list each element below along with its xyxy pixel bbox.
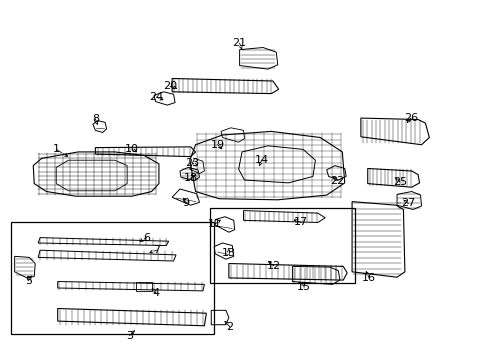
Text: 3: 3 [126, 330, 133, 341]
Text: 11: 11 [208, 219, 222, 229]
Text: 12: 12 [266, 261, 280, 271]
Bar [11, 222, 213, 334]
Text: 26: 26 [403, 113, 417, 123]
Text: 9: 9 [182, 198, 189, 208]
Text: 4: 4 [153, 288, 160, 298]
Text: 27: 27 [400, 198, 415, 208]
Text: 5: 5 [25, 276, 32, 286]
Text: 15: 15 [297, 282, 310, 292]
Text: 19: 19 [210, 140, 224, 150]
Text: 1: 1 [53, 144, 60, 154]
Text: 17: 17 [294, 217, 307, 228]
Text: 8: 8 [92, 114, 99, 124]
Text: 10: 10 [125, 144, 139, 154]
Text: 16: 16 [362, 273, 375, 283]
Text: 13: 13 [222, 248, 235, 258]
Text: 18: 18 [183, 173, 197, 183]
Text: 6: 6 [143, 233, 150, 243]
Text: 2: 2 [226, 322, 233, 332]
Text: 22: 22 [329, 176, 344, 186]
Text: 23: 23 [184, 158, 198, 168]
Text: 24: 24 [149, 92, 163, 102]
Text: 7: 7 [153, 245, 160, 255]
Text: 20: 20 [163, 81, 177, 91]
Text: 21: 21 [232, 38, 246, 48]
Text: 14: 14 [254, 155, 268, 165]
Text: 25: 25 [392, 177, 406, 187]
